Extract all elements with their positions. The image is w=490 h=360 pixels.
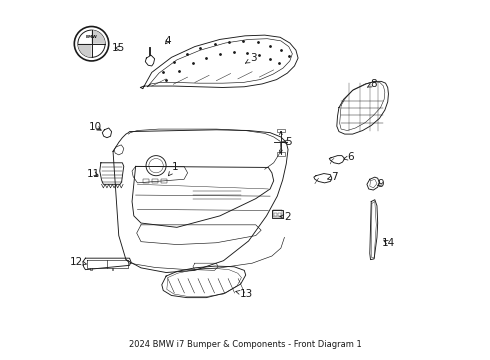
Text: 2024 BMW i7 Bumper & Components - Front Diagram 1: 2024 BMW i7 Bumper & Components - Front … (128, 341, 361, 350)
Text: 8: 8 (367, 79, 377, 89)
Wedge shape (92, 30, 105, 44)
Bar (278, 213, 280, 216)
Text: 12: 12 (70, 257, 86, 267)
Bar (273, 211, 282, 217)
Text: 9: 9 (377, 179, 384, 189)
Text: 11: 11 (87, 168, 100, 179)
Bar (143, 179, 149, 183)
Text: 3: 3 (245, 53, 257, 63)
Text: 10: 10 (89, 122, 101, 132)
Text: 5: 5 (283, 137, 292, 147)
Text: BMW: BMW (86, 35, 98, 39)
Text: 6: 6 (343, 152, 354, 162)
Text: 2: 2 (280, 212, 291, 221)
Text: 7: 7 (328, 172, 338, 182)
Bar (272, 210, 283, 218)
Text: 14: 14 (382, 238, 395, 248)
Text: 15: 15 (112, 43, 125, 53)
Text: 4: 4 (165, 36, 171, 46)
Wedge shape (78, 44, 92, 57)
Text: 1: 1 (169, 162, 178, 176)
Bar (274, 213, 277, 216)
Bar (276, 129, 285, 132)
Text: 13: 13 (236, 289, 253, 299)
Bar (152, 179, 158, 183)
Bar (276, 152, 285, 156)
Bar (161, 179, 167, 183)
